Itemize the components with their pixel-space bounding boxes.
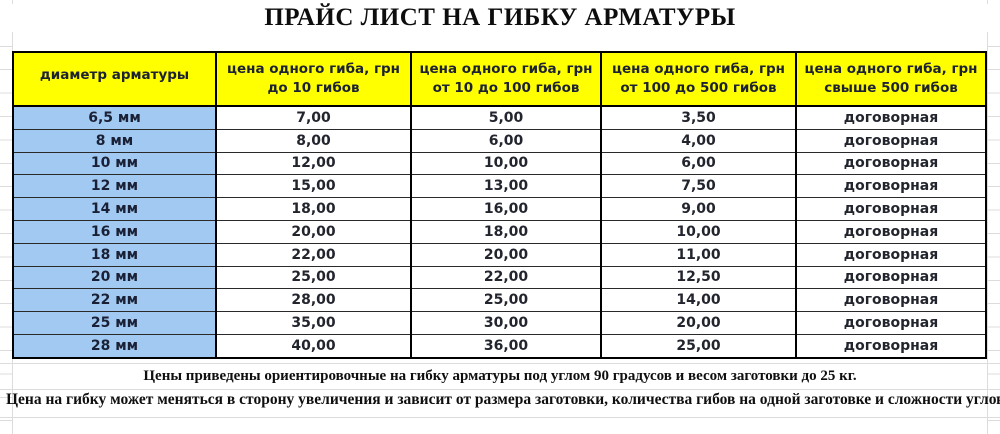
price-10-100-cell: 22,00 xyxy=(410,265,602,290)
header-line2: свыше 500 гибов xyxy=(824,80,958,96)
price-upto-10-cell: 20,00 xyxy=(215,219,412,244)
price-upto-10-cell: 28,00 xyxy=(215,288,412,313)
price-upto-10-cell: 15,00 xyxy=(215,174,412,199)
price-upto-10-cell: 35,00 xyxy=(215,311,412,335)
price-100-500-cell: 20,00 xyxy=(600,311,797,335)
header-line1: цена одного гиба, грн xyxy=(226,60,401,77)
price-over-500-cell: договорная xyxy=(795,105,987,130)
price-table: диаметр арматуры цена одного гиба, грн д… xyxy=(12,51,987,359)
price-over-500-cell: договорная xyxy=(795,333,987,359)
diameter-cell: 16 мм xyxy=(12,219,217,244)
price-10-100-cell: 20,00 xyxy=(410,242,602,267)
price-over-500-cell: договорная xyxy=(795,151,987,176)
table-row: 20 мм 25,00 22,00 12,50 договорная xyxy=(12,265,987,290)
price-upto-10-cell: 18,00 xyxy=(215,197,412,221)
price-upto-10-cell: 12,00 xyxy=(215,151,412,176)
price-10-100-cell: 13,00 xyxy=(410,174,602,199)
table-row: 12 мм 15,00 13,00 7,50 договорная xyxy=(12,174,987,199)
price-upto-10-cell: 7,00 xyxy=(215,105,412,130)
price-10-100-cell: 6,00 xyxy=(410,128,602,153)
page-title: ПРАЙС ЛИСТ НА ГИБКУ АРМАТУРЫ xyxy=(0,4,1000,32)
price-upto-10-cell: 40,00 xyxy=(215,333,412,359)
header-line2: от 10 до 100 гибов xyxy=(432,80,580,96)
table-row: 8 мм 8,00 6,00 4,00 договорная xyxy=(12,128,987,153)
table-row: 14 мм 18,00 16,00 9,00 договорная xyxy=(12,197,987,221)
gridline xyxy=(0,417,1000,418)
price-10-100-cell: 30,00 xyxy=(410,311,602,335)
table-row: 22 мм 28,00 25,00 14,00 договорная xyxy=(12,288,987,313)
diameter-cell: 22 мм xyxy=(12,288,217,313)
price-10-100-cell: 36,00 xyxy=(410,333,602,359)
price-10-100-cell: 5,00 xyxy=(410,105,602,130)
table-header: диаметр арматуры цена одного гиба, грн д… xyxy=(12,51,987,107)
price-100-500-cell: 7,50 xyxy=(600,174,797,199)
header-price-over-500: цена одного гиба, грн свыше 500 гибов xyxy=(795,51,987,107)
gridline xyxy=(0,363,1000,364)
header-line2: от 100 до 500 гибов xyxy=(620,80,777,96)
price-over-500-cell: договорная xyxy=(795,311,987,335)
price-100-500-cell: 10,00 xyxy=(600,219,797,244)
header-line1: диаметр арматуры xyxy=(39,67,190,84)
table-body: 6,5 мм 7,00 5,00 3,50 договорная 8 мм 8,… xyxy=(12,105,987,359)
diameter-cell: 12 мм xyxy=(12,174,217,199)
price-100-500-cell: 6,00 xyxy=(600,151,797,176)
price-over-500-cell: договорная xyxy=(795,219,987,244)
price-over-500-cell: договорная xyxy=(795,174,987,199)
header-price-10-100: цена одного гиба, грн от 10 до 100 гибов xyxy=(410,51,602,107)
table-row: 25 мм 35,00 30,00 20,00 договорная xyxy=(12,311,987,335)
table-row: 18 мм 22,00 20,00 11,00 договорная xyxy=(12,242,987,267)
table-row: 28 мм 40,00 36,00 25,00 договорная xyxy=(12,333,987,359)
header-diameter: диаметр арматуры xyxy=(12,51,217,107)
price-over-500-cell: договорная xyxy=(795,242,987,267)
price-10-100-cell: 18,00 xyxy=(410,219,602,244)
diameter-cell: 20 мм xyxy=(12,265,217,290)
diameter-cell: 25 мм xyxy=(12,311,217,335)
price-100-500-cell: 4,00 xyxy=(600,128,797,153)
price-over-500-cell: договорная xyxy=(795,265,987,290)
header-line1: цена одного гиба, грн xyxy=(419,60,593,77)
price-10-100-cell: 25,00 xyxy=(410,288,602,313)
price-100-500-cell: 11,00 xyxy=(600,242,797,267)
price-over-500-cell: договорная xyxy=(795,288,987,313)
price-10-100-cell: 10,00 xyxy=(410,151,602,176)
table-row: 6,5 мм 7,00 5,00 3,50 договорная xyxy=(12,105,987,130)
diameter-cell: 8 мм xyxy=(12,128,217,153)
diameter-cell: 14 мм xyxy=(12,197,217,221)
header-line1: цена одного гиба, грн xyxy=(611,60,786,77)
price-100-500-cell: 25,00 xyxy=(600,333,797,359)
price-upto-10-cell: 25,00 xyxy=(215,265,412,290)
diameter-cell: 10 мм xyxy=(12,151,217,176)
header-price-upto-10: цена одного гиба, грн до 10 гибов xyxy=(215,51,412,107)
header-line2: до 10 гибов xyxy=(267,80,360,96)
price-100-500-cell: 3,50 xyxy=(600,105,797,130)
price-over-500-cell: договорная xyxy=(795,128,987,153)
price-over-500-cell: договорная xyxy=(795,197,987,221)
note-price-may-change: Цена на гибку может меняться в сторону у… xyxy=(6,391,1000,408)
price-100-500-cell: 9,00 xyxy=(600,197,797,221)
header-line2 xyxy=(14,86,215,92)
header-price-100-500: цена одного гиба, грн от 100 до 500 гибо… xyxy=(600,51,797,107)
diameter-cell: 28 мм xyxy=(12,333,217,359)
note-approximate-prices: Цены приведены ориентировочные на гибку … xyxy=(143,368,857,384)
gridline xyxy=(0,389,1000,390)
header-row: диаметр арматуры цена одного гиба, грн д… xyxy=(12,51,987,107)
price-100-500-cell: 12,50 xyxy=(600,265,797,290)
table-row: 16 мм 20,00 18,00 10,00 договорная xyxy=(12,219,987,244)
price-upto-10-cell: 8,00 xyxy=(215,128,412,153)
diameter-cell: 6,5 мм xyxy=(12,105,217,130)
price-100-500-cell: 14,00 xyxy=(600,288,797,313)
diameter-cell: 18 мм xyxy=(12,242,217,267)
table-row: 10 мм 12,00 10,00 6,00 договорная xyxy=(12,151,987,176)
header-line1: цена одного гиба, грн xyxy=(804,60,978,77)
price-upto-10-cell: 22,00 xyxy=(215,242,412,267)
price-10-100-cell: 16,00 xyxy=(410,197,602,221)
right-gutter-gridlines xyxy=(987,0,1000,434)
